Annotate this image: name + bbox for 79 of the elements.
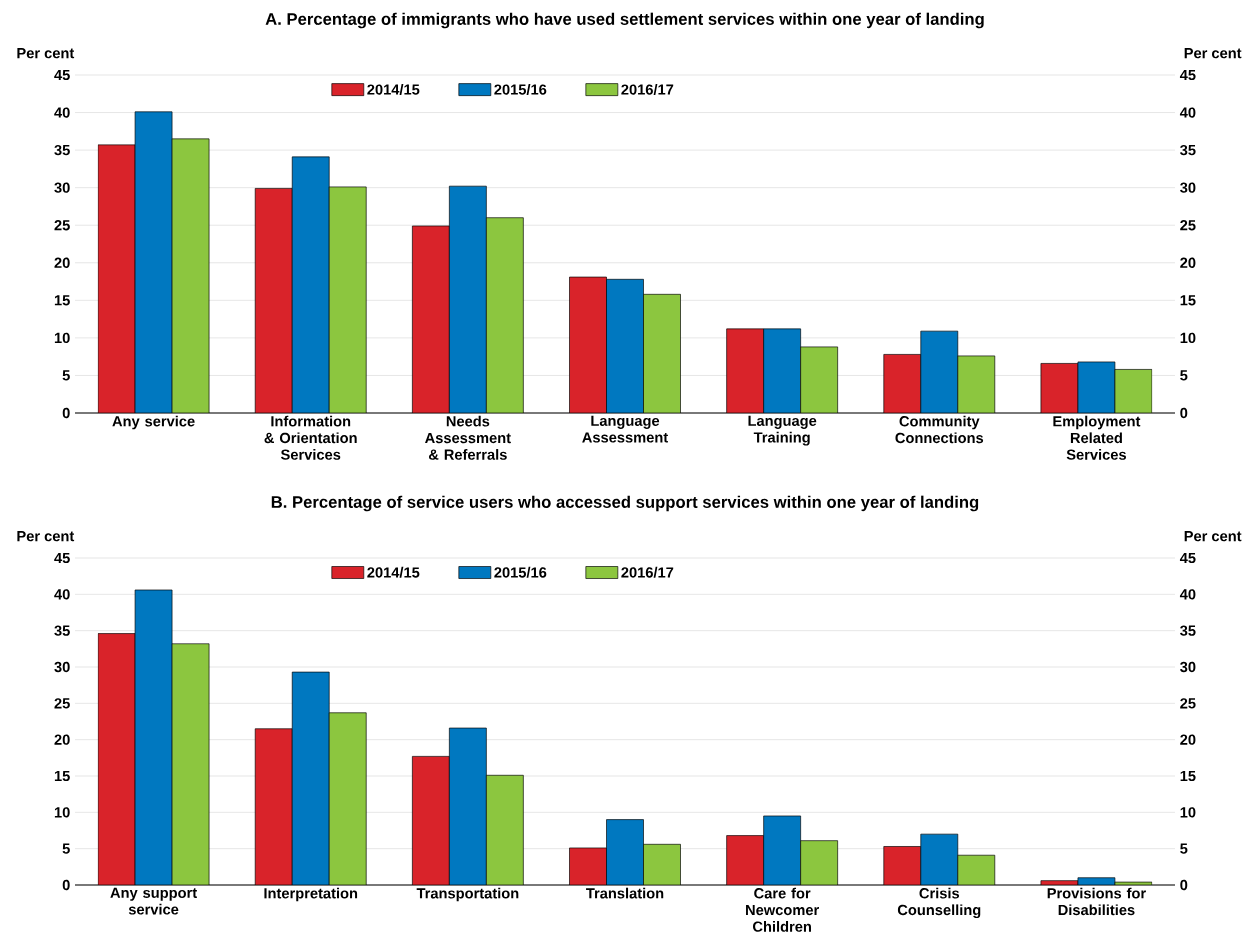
y-tick-label: 5 <box>62 370 70 381</box>
y2-tick-label: 35 <box>1180 144 1196 156</box>
x-tick-label: Interpretation <box>264 887 358 902</box>
chart-title: A. Percentage of immigrants who have used settlement services within one year of landing <box>265 12 984 29</box>
y-tick-label: 45 <box>54 69 70 81</box>
x-tick-label: Care for Newcomer Children <box>746 887 819 932</box>
x-tick-label: Crisis Counselling <box>897 887 981 919</box>
bar <box>726 328 764 413</box>
y-tick-label: 0 <box>62 879 70 891</box>
y-tick-label: 20 <box>54 734 70 745</box>
y2-tick-label: 35 <box>1180 625 1196 636</box>
y2-tick-label: 45 <box>1179 552 1196 564</box>
x-tick-label: Community Connections <box>895 415 984 444</box>
bar <box>97 144 136 413</box>
chart-title: B. Percentage of service users who accessed support services within one year of landing <box>271 495 979 512</box>
y2-tick-label: 40 <box>1179 107 1196 118</box>
x-tick-label: Language Training <box>748 415 817 446</box>
bar <box>254 188 293 413</box>
y-tick-label: 45 <box>54 552 70 564</box>
y2-tick-label: 40 <box>1179 589 1196 600</box>
bar <box>569 276 607 413</box>
legend-label: 2015/16 <box>494 566 547 578</box>
y-tick-label: 35 <box>54 144 70 156</box>
x-tick-label: Translation <box>586 887 664 899</box>
y-tick-label: 20 <box>54 257 70 268</box>
y2-axis-title: Per cent <box>1184 48 1242 59</box>
y2-tick-label: 10 <box>1180 332 1196 344</box>
bar <box>171 643 210 885</box>
y2-tick-label: 15 <box>1180 295 1196 306</box>
legend-label: 2016/17 <box>621 83 674 95</box>
y-tick-label: 5 <box>62 843 70 854</box>
x-tick-label: Provisions for Disabilities <box>1047 887 1146 916</box>
y2-tick-label: 0 <box>1180 407 1188 419</box>
x-tick-label: Needs Assessment & Referrals <box>425 415 511 460</box>
y-tick-label: 10 <box>54 807 70 818</box>
y2-tick-label: 5 <box>1180 370 1188 381</box>
y2-tick-label: 15 <box>1180 770 1196 782</box>
y-tick-label: 25 <box>54 698 70 709</box>
y-tick-label: 30 <box>54 182 70 193</box>
x-tick-label: Language Assessment <box>582 415 669 443</box>
y2-tick-label: 0 <box>1180 879 1188 891</box>
y2-tick-label: 25 <box>1180 220 1196 231</box>
y2-tick-label: 30 <box>1180 661 1196 673</box>
y-tick-label: 15 <box>54 295 70 306</box>
bar <box>486 774 524 885</box>
y2-tick-label: 5 <box>1180 843 1188 854</box>
legend-label: 2016/17 <box>621 566 674 578</box>
x-tick-label: Any service <box>112 415 195 430</box>
bar <box>1040 363 1079 413</box>
y-tick-label: 25 <box>54 220 70 231</box>
y-axis-title: Per cent <box>17 48 75 59</box>
bar <box>957 854 996 885</box>
y2-tick-label: 10 <box>1180 807 1196 818</box>
y-tick-label: 0 <box>62 407 70 419</box>
y-tick-label: 30 <box>54 661 70 673</box>
y2-tick-label: 45 <box>1179 69 1196 81</box>
y-axis-title: Per cent <box>17 531 75 542</box>
y-tick-label: 15 <box>54 770 70 782</box>
y2-tick-label: 20 <box>1180 257 1196 268</box>
y2-tick-label: 30 <box>1180 182 1196 193</box>
x-tick-label: Employment Related Services <box>1053 415 1141 460</box>
y-tick-label: 10 <box>54 332 70 344</box>
x-tick-label: Any support service <box>110 887 197 915</box>
y-tick-label: 40 <box>54 589 70 600</box>
bar <box>800 840 838 885</box>
y-tick-label: 35 <box>54 625 70 636</box>
legend-label: 2014/15 <box>367 83 420 95</box>
bar <box>643 843 681 885</box>
y2-tick-label: 20 <box>1180 734 1196 745</box>
bar <box>883 354 922 413</box>
y-tick-label: 40 <box>54 107 70 118</box>
bar <box>328 712 367 885</box>
bar <box>412 225 450 413</box>
y2-tick-label: 25 <box>1180 698 1196 709</box>
x-tick-label: Transportation <box>416 887 519 902</box>
x-tick-label: Information & Orientation Services <box>264 415 357 460</box>
legend-label: 2014/15 <box>367 566 420 578</box>
y2-axis-title: Per cent <box>1184 531 1242 542</box>
legend-label: 2015/16 <box>494 83 547 95</box>
